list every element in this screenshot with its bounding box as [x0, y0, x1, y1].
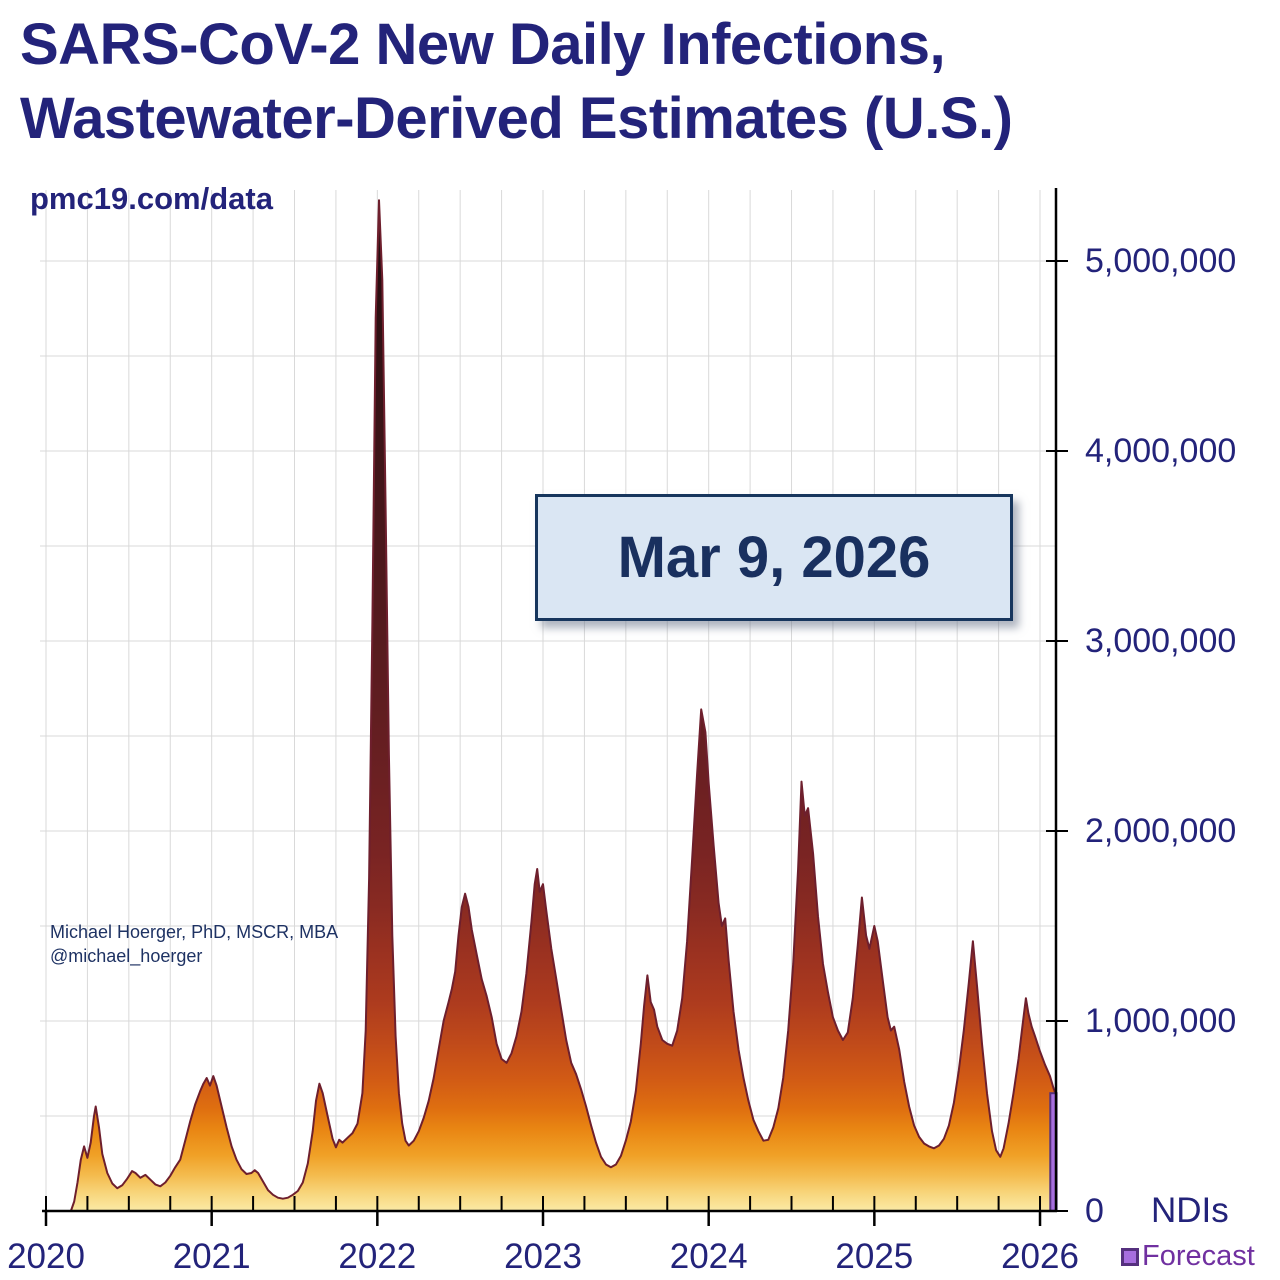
y-axis-label: 0: [1085, 1192, 1104, 1230]
date-label: Mar 9, 2026: [617, 525, 931, 590]
x-axis-label: 2021: [172, 1237, 251, 1276]
x-axis-label: 2025: [835, 1237, 914, 1276]
forecast-legend: Forecast: [1121, 1240, 1255, 1273]
y-axis-label: 4,000,000: [1085, 432, 1237, 470]
forecast-legend-label: Forecast: [1142, 1240, 1255, 1272]
x-axis-label: 2022: [338, 1237, 417, 1276]
y-axis-label: 5,000,000: [1085, 242, 1237, 280]
y-axis-label: 2,000,000: [1085, 812, 1237, 850]
attribution-line-2: @michael_hoerger: [50, 946, 203, 967]
page-title: SARS-CoV-2 New Daily Infections, Wastewa…: [20, 8, 1270, 155]
source-url-label: pmc19.com/data: [30, 181, 273, 216]
attribution-line-1: Michael Hoerger, PhD, MSCR, MBA: [50, 922, 339, 942]
date-callout-box: Mar 9, 2026: [535, 494, 1013, 621]
y-axis-units-label: NDIs: [1151, 1191, 1229, 1230]
title-line-2: Wastewater-Derived Estimates (U.S.): [20, 85, 1013, 151]
y-axis-label: 3,000,000: [1085, 622, 1237, 660]
y-axis-label: 1,000,000: [1085, 1002, 1237, 1040]
forecast-swatch-icon: [1121, 1247, 1139, 1266]
title-line-1: SARS-CoV-2 New Daily Infections,: [20, 12, 946, 77]
x-axis-label: 2026: [1001, 1237, 1079, 1276]
x-axis-label: 2024: [669, 1237, 748, 1276]
attribution: Michael Hoerger, PhD, MSCR, MBA @michael…: [50, 920, 338, 969]
x-axis-label: 2023: [504, 1237, 582, 1276]
x-axis-label: 2020: [7, 1237, 85, 1276]
